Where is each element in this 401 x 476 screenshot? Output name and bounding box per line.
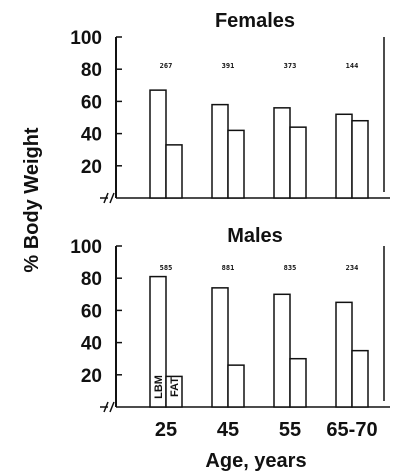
sample-count-females-25: 267: [160, 62, 173, 70]
y-axis-label: % Body Weight: [21, 127, 43, 273]
sample-count-males-25: 585: [160, 264, 173, 272]
x-tick-label-65-70: 65-70: [326, 419, 377, 441]
bar-fat-males-55: [289, 357, 307, 408]
bar-fat-females-25: [165, 144, 183, 199]
x-axis-label: Age, years: [205, 450, 306, 472]
y-tick-label-0-100: 100: [70, 28, 102, 49]
x-tick-label-55: 55: [279, 419, 301, 441]
bar-inline-label-fat: FAT: [169, 377, 181, 397]
x-tick-label-25: 25: [155, 419, 177, 441]
bar-lbm-males-45: [211, 287, 229, 408]
bar-fat-females-45: [227, 129, 245, 199]
sample-count-males-65-70: 234: [346, 264, 359, 272]
bar-lbm-females-45: [211, 103, 229, 199]
axis-break-mark-a-0: [103, 192, 109, 204]
bar-fat-males-65-70: [351, 349, 369, 408]
y-tick-label-1-20: 20: [81, 366, 102, 387]
sample-count-females-55: 373: [284, 62, 297, 70]
panel-title-females: Females: [215, 10, 295, 32]
axis-break-mark-a-1: [103, 401, 109, 413]
panel-title-males: Males: [227, 225, 283, 247]
y-tick-label-1-60: 60: [81, 301, 102, 322]
sample-count-females-65-70: 144: [346, 62, 359, 70]
bar-inline-label-lbm: LBM: [153, 375, 165, 399]
y-tick-label-1-100: 100: [70, 237, 102, 258]
y-tick-label-0-20: 20: [81, 157, 102, 178]
bar-fat-females-65-70: [351, 119, 369, 199]
bar-lbm-males-65-70: [335, 301, 353, 408]
y-tick-label-0-40: 40: [81, 125, 102, 146]
y-tick-label-0-80: 80: [81, 60, 102, 81]
bar-fat-females-55: [289, 126, 307, 199]
bar-lbm-females-25: [149, 89, 167, 199]
bar-fat-males-25: [165, 375, 183, 408]
sample-count-males-45: 881: [222, 264, 235, 272]
y-tick-label-1-80: 80: [81, 269, 102, 290]
axis-break-mark-b-1: [109, 401, 115, 413]
y-tick-label-0-60: 60: [81, 92, 102, 113]
sample-count-females-45: 391: [222, 62, 235, 70]
bar-lbm-females-65-70: [335, 113, 353, 199]
bar-lbm-males-25: [149, 275, 167, 408]
bar-fat-males-45: [227, 364, 245, 408]
bar-lbm-males-55: [273, 293, 291, 408]
x-tick-label-45: 45: [217, 419, 239, 441]
bar-lbm-females-55: [273, 107, 291, 199]
axis-break-mark-b-0: [109, 192, 115, 204]
sample-count-males-55: 835: [284, 264, 297, 272]
y-tick-label-1-40: 40: [81, 334, 102, 355]
